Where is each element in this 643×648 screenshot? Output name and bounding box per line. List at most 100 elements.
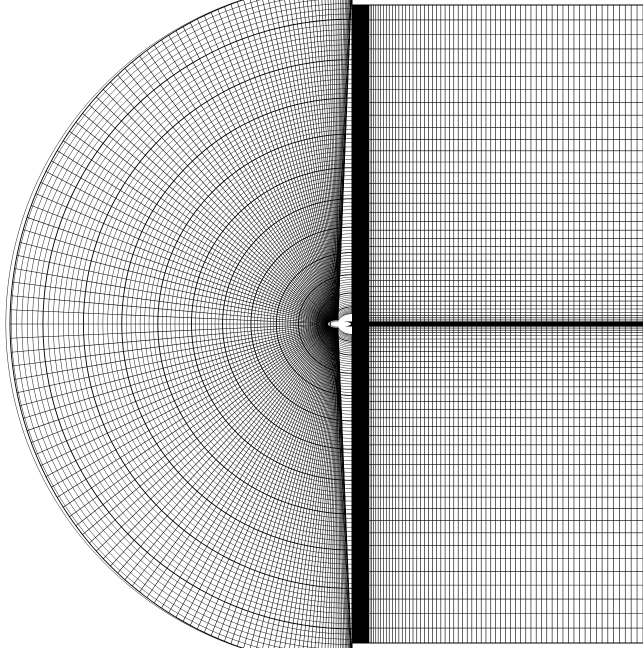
- mesh-wrap-line: [32, 5, 353, 643]
- mesh-radial-line: [75, 121, 331, 322]
- mesh-radial-line: [26, 217, 329, 324]
- mesh-wrap-line: [174, 5, 353, 643]
- mesh-wrap-line: [170, 5, 353, 643]
- mesh-wrap-line-major: [191, 5, 353, 643]
- mesh-wrap-line: [247, 5, 353, 643]
- mesh-wrap-line: [78, 5, 353, 643]
- mesh-wrap-line: [257, 5, 353, 643]
- mesh-radial-line: [268, 0, 336, 321]
- mesh-wrap-line: [53, 5, 353, 643]
- mesh-wrap-line: [37, 5, 353, 643]
- mesh-radial-line: [279, 327, 337, 648]
- mesh-radial-line: [262, 0, 336, 321]
- mesh-radial-line: [256, 327, 336, 648]
- mesh-wrap-line: [107, 5, 353, 643]
- mesh-radial-line: [330, 0, 338, 321]
- mesh-wrap-line-major: [297, 5, 353, 643]
- mesh-radial-line: [16, 324, 329, 394]
- mesh-radial-line: [321, 0, 338, 321]
- mesh-radial-line: [69, 326, 330, 517]
- mesh-radial-line: [31, 325, 329, 443]
- mesh-radial-line: [243, 0, 336, 321]
- mesh-wrap-line-major: [222, 5, 353, 643]
- mesh-radial-line: [10, 323, 329, 339]
- mesh-wrap-line: [68, 5, 353, 643]
- mesh-wrap-line: [307, 5, 353, 643]
- mesh-wrap-line: [210, 5, 353, 643]
- airfoil-shape: [331, 321, 351, 327]
- wake-centerline-band: [344, 321, 643, 327]
- mesh-wrap-line: [281, 5, 353, 643]
- mesh-wrap-line: [102, 5, 353, 643]
- mesh-radial-line: [10, 309, 329, 325]
- mesh-radial-line: [289, 327, 337, 648]
- mesh-radial-line: [103, 326, 331, 559]
- mesh-radial-line: [217, 9, 335, 321]
- mesh-wrap-line: [116, 5, 353, 643]
- mesh-wrap-line-major: [316, 5, 353, 643]
- mesh-wrap-line: [229, 5, 353, 643]
- mesh-wrap-line: [325, 5, 353, 643]
- mesh-radial-line: [217, 327, 335, 639]
- mesh-radial-line: [103, 89, 331, 322]
- mesh-wrap-line-major: [330, 5, 353, 643]
- mesh-wrap-line: [263, 5, 353, 643]
- mesh-radial-line: [337, 0, 345, 321]
- mesh-wrap-line-major: [275, 5, 353, 643]
- mesh-wrap-line: [187, 5, 353, 643]
- mesh-wrap-line: [260, 5, 353, 643]
- mesh-wrap-line: [5, 0, 353, 648]
- mesh-radial-line: [11, 324, 329, 353]
- mesh-wrap-line: [88, 5, 353, 643]
- mesh-wrap-line: [226, 5, 353, 643]
- mesh-radial-line: [294, 327, 337, 648]
- mesh-wrap-line: [148, 5, 353, 643]
- mesh-wrap-line: [21, 0, 353, 648]
- mesh-wrap-line: [290, 5, 353, 643]
- mesh-wrap-line: [195, 5, 353, 643]
- mesh-wrap-line: [320, 5, 353, 643]
- mesh-wrap-line: [310, 5, 353, 643]
- mesh-wrap-line: [324, 5, 353, 643]
- mesh-radial-line: [230, 327, 335, 644]
- mesh-wrap-line: [243, 5, 353, 643]
- mesh-radial-line: [31, 205, 329, 323]
- mesh-radial-line: [333, 327, 338, 648]
- mesh-radial-line: [110, 326, 332, 567]
- mesh-radial-line: [11, 295, 329, 324]
- mesh-radial-line: [203, 15, 334, 321]
- mesh-wrap-line: [287, 5, 353, 643]
- mesh-radial-line: [190, 327, 334, 626]
- mesh-radial-line: [153, 44, 333, 321]
- mesh-wrap-line: [47, 5, 353, 643]
- mesh-wrap-line: [10, 0, 353, 648]
- mesh-wrap-line: [166, 5, 353, 643]
- mesh-radial-line: [63, 325, 330, 508]
- mesh-radial-line: [14, 324, 329, 380]
- mesh-radial-line: [284, 327, 337, 648]
- mesh-radial-line: [75, 326, 331, 527]
- mesh-radial-line: [14, 268, 329, 324]
- mesh-wrap-line: [112, 5, 353, 643]
- mesh-wrap-line: [300, 5, 353, 643]
- mesh-radial-line: [12, 281, 329, 324]
- mesh-radial-line: [337, 327, 343, 648]
- mesh-radial-line: [182, 327, 334, 622]
- mesh-wrap-line: [254, 5, 353, 643]
- mesh-wrap-line: [303, 5, 353, 643]
- mesh-radial-line: [63, 140, 330, 323]
- mesh-wrap-line: [293, 5, 353, 643]
- mesh-radial-line: [337, 0, 343, 321]
- mesh-radial-line: [284, 0, 337, 321]
- mesh-wrap-line: [327, 5, 353, 643]
- mesh-radial-line: [318, 327, 338, 648]
- mesh-wrap-line-major: [42, 5, 353, 643]
- mesh-radial-line: [197, 18, 334, 321]
- mesh-radial-line: [273, 327, 336, 648]
- mesh-radial-line: [19, 242, 329, 324]
- mesh-radial-line: [262, 327, 336, 648]
- mesh-wrap-line: [240, 5, 353, 643]
- mesh-wrap-line: [214, 5, 353, 643]
- mesh-wrap-line: [236, 5, 353, 643]
- mesh-radial-line: [324, 327, 338, 648]
